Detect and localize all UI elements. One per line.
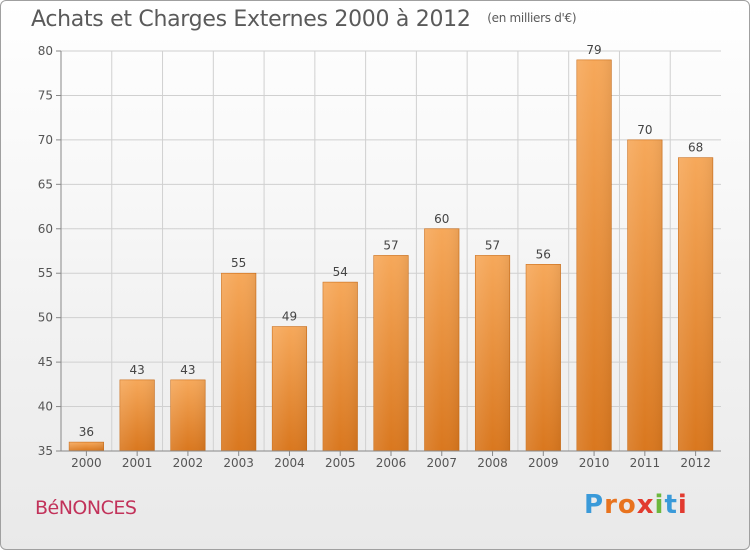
chart-title: Achats et Charges Externes 2000 à 2012 (… bbox=[31, 7, 577, 32]
axis-layer: 35 40 45 50 55 60 65 70 75 80 2000 2001 2002 2003 2004… bbox=[38, 44, 721, 470]
y-tick-label: 70 bbox=[38, 133, 53, 147]
data-label: 79 bbox=[586, 43, 601, 57]
x-tick-label: 2008 bbox=[477, 456, 508, 470]
bar-group bbox=[373, 255, 409, 452]
proxiti-logo: Proxiti bbox=[584, 490, 688, 520]
y-tick-label: 45 bbox=[38, 355, 53, 369]
bar-group bbox=[119, 379, 155, 452]
bar-group bbox=[68, 441, 104, 452]
bar-group bbox=[576, 59, 612, 452]
x-tick-label: 2005 bbox=[325, 456, 356, 470]
bar-shine bbox=[221, 273, 256, 451]
bar-group bbox=[525, 264, 561, 452]
y-tick-label: 50 bbox=[38, 311, 53, 325]
x-tick-label: 2003 bbox=[223, 456, 254, 470]
bar-group bbox=[271, 326, 308, 452]
logo-letter: t bbox=[664, 490, 678, 520]
logo-letter: r bbox=[604, 490, 618, 520]
y-tick-label: 40 bbox=[38, 400, 53, 414]
x-tick-label: 2006 bbox=[376, 456, 407, 470]
bar-shine bbox=[576, 59, 612, 452]
logo-letter: P bbox=[584, 490, 605, 520]
x-tick-label: 2007 bbox=[426, 456, 457, 470]
logo-letter: o bbox=[617, 490, 637, 520]
bar-shine bbox=[627, 139, 663, 451]
data-label: 43 bbox=[130, 363, 145, 377]
y-tick-label: 75 bbox=[38, 88, 53, 102]
unit-text: (en milliers d'€) bbox=[487, 11, 577, 25]
y-tick-label: 60 bbox=[38, 222, 53, 236]
bar-shine bbox=[475, 255, 510, 451]
data-label: 54 bbox=[333, 265, 348, 279]
y-tick-label: 55 bbox=[38, 266, 53, 280]
data-label: 70 bbox=[637, 123, 652, 137]
x-tick-label: 2001 bbox=[122, 456, 153, 470]
bar-shine bbox=[119, 379, 155, 451]
bar-group bbox=[627, 139, 663, 452]
bar-shine bbox=[322, 282, 358, 451]
logo-letter: i bbox=[677, 490, 688, 520]
bar-group bbox=[170, 379, 206, 452]
bar-shine bbox=[373, 255, 409, 451]
y-tick-label: 35 bbox=[38, 444, 53, 458]
data-label: 60 bbox=[434, 212, 449, 226]
bar-group bbox=[424, 228, 460, 452]
data-label: 55 bbox=[231, 256, 246, 270]
data-label: 36 bbox=[79, 425, 94, 439]
bar-shine bbox=[424, 228, 460, 451]
data-label: 43 bbox=[180, 363, 195, 377]
y-tick-label: 65 bbox=[38, 177, 53, 191]
x-tick-label: 2011 bbox=[630, 456, 661, 470]
x-tick-label: 2002 bbox=[173, 456, 204, 470]
bar-group bbox=[678, 157, 714, 452]
x-tick-label: 2000 bbox=[71, 456, 102, 470]
bar-shine bbox=[69, 442, 104, 451]
x-tick-label: 2004 bbox=[274, 456, 305, 470]
bar-group bbox=[322, 281, 358, 452]
data-label: 57 bbox=[383, 238, 398, 252]
bar-shine bbox=[170, 379, 206, 451]
bars-layer: 36 43 43 55 49 54 57 60 57 56 79 70 68 bbox=[68, 43, 714, 452]
x-tick-label: 2010 bbox=[579, 456, 610, 470]
commune-name: BéNONCES bbox=[35, 497, 137, 519]
x-tick-label: 2009 bbox=[528, 456, 559, 470]
bar-group bbox=[221, 272, 257, 452]
bar-shine bbox=[678, 157, 713, 451]
bar-group bbox=[474, 255, 511, 452]
bar-shine bbox=[526, 264, 561, 451]
data-label: 56 bbox=[536, 247, 551, 261]
logo-letter: x bbox=[636, 490, 655, 520]
data-label: 57 bbox=[485, 238, 500, 252]
data-label: 68 bbox=[688, 141, 703, 155]
data-label: 49 bbox=[282, 310, 297, 324]
y-tick-label: 80 bbox=[38, 44, 53, 58]
x-tick-label: 2012 bbox=[680, 456, 711, 470]
title-text: Achats et Charges Externes 2000 à 2012 bbox=[31, 7, 471, 32]
logo-letter: i bbox=[654, 490, 665, 520]
bar-shine bbox=[272, 326, 307, 451]
